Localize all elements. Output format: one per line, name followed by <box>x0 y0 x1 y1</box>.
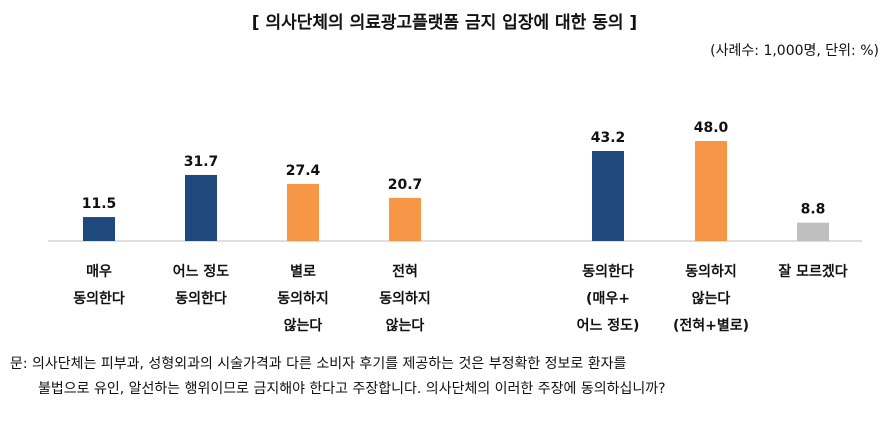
category-label: (매우+ <box>586 291 630 307</box>
category-label: 동의하지 <box>379 290 431 307</box>
category-label: 잘 모르겠다 <box>778 263 847 280</box>
bar <box>83 217 115 241</box>
bar-value-label: 11.5 <box>82 196 117 212</box>
bar <box>185 174 217 241</box>
category-label: 어느 정도 <box>173 263 230 280</box>
category-label: 않는다 <box>692 290 731 307</box>
category-label: (전혀+별로) <box>673 317 749 334</box>
sample-note: (사례수: 1,000명, 단위: %) <box>710 43 879 59</box>
bar-value-label: 27.4 <box>286 163 321 179</box>
bar <box>695 141 727 241</box>
category-label: 별로 <box>290 263 316 280</box>
bar-value-label: 8.8 <box>801 202 826 218</box>
question-line-2: 불법으로 유인, 알선하는 행위이므로 금지해야 한다고 주장합니다. 의사단체… <box>38 381 666 397</box>
category-label: 않는다 <box>386 317 425 334</box>
bar <box>389 197 421 241</box>
bar-value-label: 43.2 <box>591 130 626 146</box>
category-label: 매우 <box>86 264 112 280</box>
category-label: 동의한다 <box>73 290 125 307</box>
category-label: 않는다 <box>284 317 323 334</box>
bar-value-label: 31.7 <box>184 154 219 170</box>
bar <box>592 151 624 241</box>
category-label: 동의한다 <box>175 290 227 307</box>
survey-question: 문: 의사단체는 피부과, 성형외과의 시술가격과 다른 소비자 후기를 제공하… <box>10 352 880 402</box>
bar <box>797 222 829 241</box>
bar <box>287 183 319 241</box>
category-label: 동의한다 <box>582 263 634 280</box>
category-label: 어느 정도) <box>577 317 640 334</box>
category-label: 동의하지 <box>685 263 737 280</box>
chart-title: [ 의사단체의 의료광고플랫폼 금지 입장에 대한 동의 ] <box>251 13 638 33</box>
category-label: 동의하지 <box>277 290 329 307</box>
bar-value-label: 48.0 <box>694 120 729 136</box>
question-line-1: 문: 의사단체는 피부과, 성형외과의 시술가격과 다른 소비자 후기를 제공하… <box>10 356 627 372</box>
category-label: 전혀 <box>392 263 418 280</box>
bar-value-label: 20.7 <box>388 177 423 193</box>
